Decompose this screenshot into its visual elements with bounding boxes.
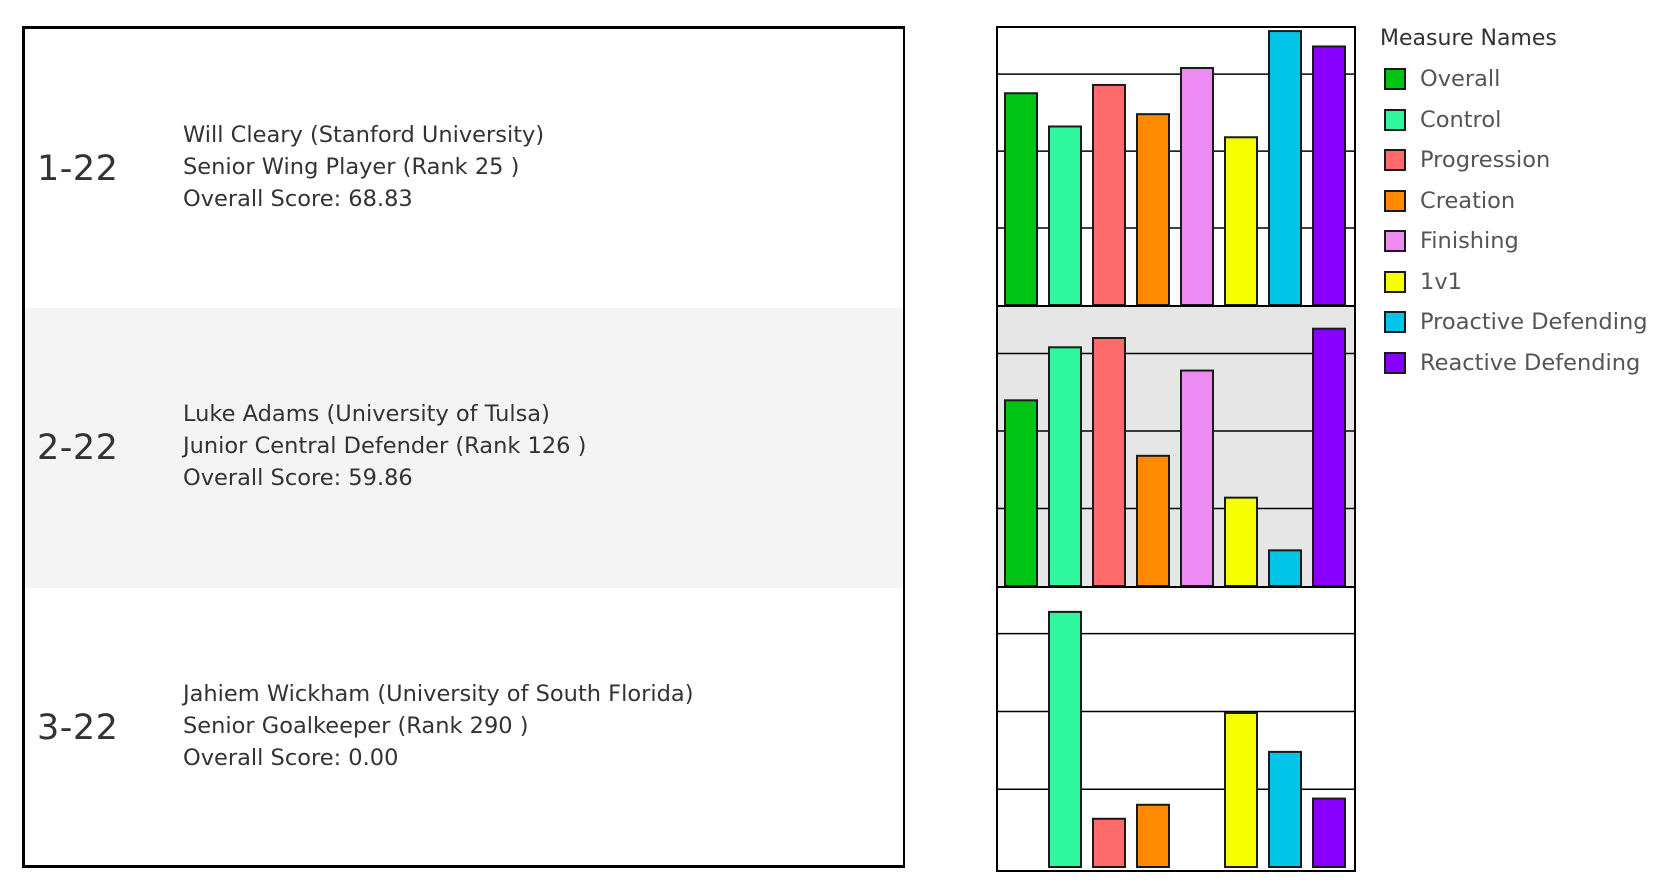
bar-finishing[interactable]: [1180, 67, 1214, 307]
bar-control[interactable]: [1048, 346, 1082, 587]
legend-items: Overall Control Progression Creation Finishi…: [1380, 59, 1648, 383]
player-info: Jahiem Wickham (University of South Flor…: [183, 678, 694, 774]
table-row: 2-22 Luke Adams (University of Tulsa) Juni…: [25, 308, 903, 588]
player-name: Luke Adams (University of Tulsa): [183, 401, 550, 427]
bar-1v1[interactable]: [1224, 496, 1258, 587]
legend-swatch: [1384, 311, 1406, 334]
legend: Measure Names Overall Control Progression C…: [1380, 26, 1648, 383]
legend-item[interactable]: Reactive Defending: [1380, 343, 1648, 384]
legend-item[interactable]: Progression: [1380, 140, 1648, 181]
legend-swatch: [1384, 149, 1406, 172]
player-row-id: 1-22: [37, 149, 119, 189]
table-row: 3-22 Jahiem Wickham (University of South …: [25, 588, 903, 865]
bar-overall[interactable]: [1004, 92, 1038, 306]
legend-label: Proactive Defending: [1420, 309, 1648, 336]
bar-progression[interactable]: [1092, 817, 1126, 868]
legend-item[interactable]: 1v1: [1380, 262, 1648, 303]
legend-label: Overall: [1420, 66, 1501, 93]
legend-item[interactable]: Overall: [1380, 59, 1648, 100]
legend-swatch: [1384, 270, 1406, 293]
legend-swatch: [1384, 189, 1406, 212]
player-name: Will Cleary (Stanford University): [183, 122, 545, 148]
bar-progression[interactable]: [1092, 337, 1126, 587]
player-role: Junior Central Defender (Rank 126 ): [183, 433, 587, 459]
legend-item[interactable]: Control: [1380, 100, 1648, 141]
bar-chart: [998, 30, 1354, 869]
player-role: Senior Goalkeeper (Rank 290 ): [183, 713, 529, 739]
player-score: Overall Score: 59.86: [183, 465, 413, 491]
bar-overall[interactable]: [1004, 399, 1038, 587]
bar-finishing[interactable]: [1180, 369, 1214, 587]
legend-label: Reactive Defending: [1420, 349, 1641, 376]
legend-label: Creation: [1420, 187, 1516, 214]
bar-1v1[interactable]: [1224, 136, 1258, 306]
bar-creation[interactable]: [1136, 803, 1170, 868]
player-name: Jahiem Wickham (University of South Flor…: [183, 681, 694, 707]
player-score: Overall Score: 68.83: [183, 186, 413, 212]
legend-label: 1v1: [1420, 268, 1462, 295]
bar-reactive-defending[interactable]: [1312, 45, 1346, 306]
legend-title: Measure Names: [1380, 26, 1557, 51]
player-score: Overall Score: 0.00: [183, 745, 399, 771]
player-row-id: 2-22: [37, 428, 119, 468]
bar-reactive-defending[interactable]: [1312, 797, 1346, 868]
legend-label: Progression: [1420, 147, 1551, 174]
legend-item[interactable]: Finishing: [1380, 221, 1648, 262]
legend-swatch: [1384, 230, 1406, 253]
player-table: 1-22 Will Cleary (Stanford University) Sen…: [22, 26, 905, 868]
table-row: 1-22 Will Cleary (Stanford University) Sen…: [25, 29, 903, 309]
bar-proactive-defending[interactable]: [1268, 549, 1302, 587]
bar-1v1[interactable]: [1224, 712, 1258, 868]
bar-progression[interactable]: [1092, 83, 1126, 306]
player-role: Senior Wing Player (Rank 25 ): [183, 154, 520, 180]
player-row-id: 3-22: [37, 708, 119, 748]
legend-label: Control: [1420, 106, 1502, 133]
bar-chart-panel: [996, 26, 1356, 872]
bar-proactive-defending[interactable]: [1268, 30, 1302, 306]
bar-creation[interactable]: [1136, 454, 1170, 587]
legend-item[interactable]: Proactive Defending: [1380, 302, 1648, 343]
legend-item[interactable]: Creation: [1380, 181, 1648, 222]
player-info: Luke Adams (University of Tulsa) Junior C…: [183, 398, 586, 494]
legend-label: Finishing: [1420, 228, 1519, 255]
bar-reactive-defending[interactable]: [1312, 327, 1346, 587]
legend-swatch: [1384, 108, 1406, 131]
legend-swatch: [1384, 68, 1406, 91]
player-info: Will Cleary (Stanford University) Senior …: [183, 119, 544, 215]
bar-control[interactable]: [1048, 610, 1082, 869]
bar-creation[interactable]: [1136, 113, 1170, 306]
legend-swatch: [1384, 351, 1406, 374]
bar-proactive-defending[interactable]: [1268, 750, 1302, 869]
bar-control[interactable]: [1048, 125, 1082, 306]
